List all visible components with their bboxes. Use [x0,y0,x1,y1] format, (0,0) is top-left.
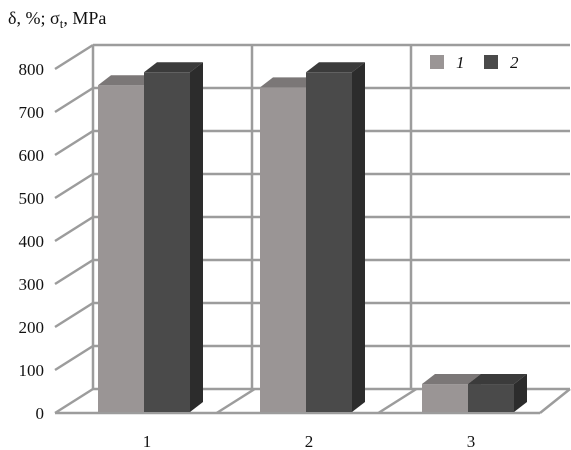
bar-front [306,72,352,413]
bar-top [306,62,365,73]
floor-divider [215,387,256,415]
x-tick-label: 3 [467,432,476,450]
y-tick-label: 100 [19,361,45,380]
y-tick-label: 800 [19,60,45,79]
y-tick-label: 200 [19,318,45,337]
category-labels: 1 2 3 [143,432,476,450]
gridline-side [54,258,94,286]
bar-front [144,72,190,413]
y-axis-label-subscript: t [60,16,64,31]
gridline-side [54,43,94,71]
y-tick-labels: 0 100 200 300 400 500 600 700 800 [19,60,45,423]
bar-2-3 [468,374,527,412]
bar-front [260,87,306,412]
floor-divider [377,387,418,415]
legend-swatch [430,55,444,69]
y-axis-label-main: δ, %; σ [8,8,60,28]
gridline-side [54,387,94,415]
gridline-side [54,344,94,372]
y-tick-label: 600 [19,146,45,165]
bar-2-1 [144,62,203,413]
bar-top [260,77,319,88]
gridline-side [54,129,94,157]
bar-top [98,75,157,86]
legend-label: 2 [510,53,519,72]
legend-label: 1 [456,53,465,72]
bar-2-2 [306,62,365,413]
y-tick-label: 300 [19,275,45,294]
bar-front [98,85,144,412]
floor-right-edge [539,388,571,414]
y-tick-label: 700 [19,103,45,122]
bar-top [144,62,203,73]
bar-top [422,374,481,385]
bar-side [190,62,203,413]
bars [98,62,527,413]
gridline-side [54,301,94,329]
bar-front [468,384,514,412]
bar-side [352,62,365,413]
bar-top [468,374,527,385]
x-tick-label: 2 [305,432,314,450]
y-tick-label: 400 [19,232,45,251]
gridline-side [54,215,94,243]
y-axis-label: δ, %; σt, MPa [8,8,106,31]
y-tick-label: 500 [19,189,45,208]
legend-swatch [484,55,498,69]
bar-side [514,374,527,412]
x-tick-label: 1 [143,432,152,450]
gridline-side [54,172,94,200]
bar-1-3 [422,374,481,412]
gridline-side [54,86,94,114]
bar-front [422,384,468,412]
y-tick-label: 0 [36,404,45,423]
y-axis-label-unit: , MPa [63,8,106,28]
